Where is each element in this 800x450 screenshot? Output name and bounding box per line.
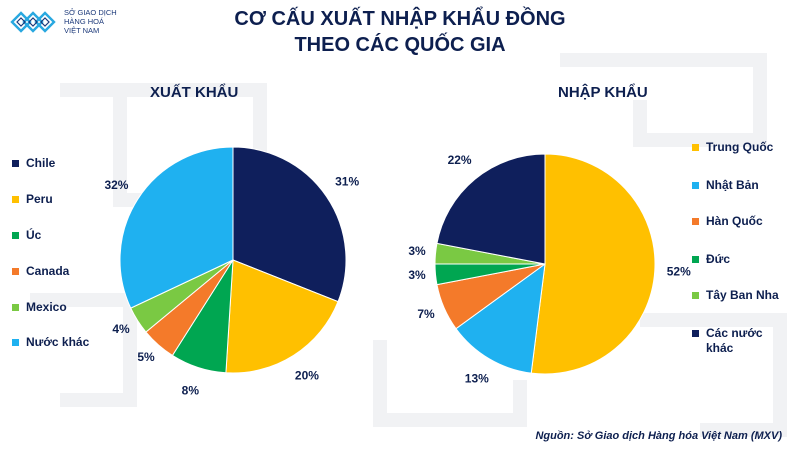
pie-data-label: 4% — [112, 322, 130, 336]
source-note: Nguồn: Sở Giao dịch Hàng hóa Việt Nam (M… — [535, 430, 782, 442]
legend-swatch — [692, 144, 699, 151]
legend-label: Peru — [26, 192, 53, 206]
legend-label: Chile — [26, 156, 56, 170]
export-chart-title: XUẤT KHẨU — [150, 84, 239, 101]
pie-slice — [232, 146, 347, 303]
pie-data-label: 13% — [465, 372, 489, 386]
legend-item: Peru — [12, 192, 53, 207]
legend-item: Chile — [12, 156, 55, 171]
legend-swatch — [692, 330, 699, 337]
legend-label: Tây Ban Nha — [706, 288, 779, 302]
legend-label: Canada — [26, 264, 70, 278]
legend-label: Đức — [706, 252, 731, 266]
pie-slice — [225, 259, 339, 374]
pie-data-label: 32% — [104, 178, 128, 192]
pie-data-label: 3% — [408, 268, 426, 282]
pie-slice — [119, 146, 234, 309]
legend-swatch — [12, 196, 19, 203]
legend-item: Các nước khác — [692, 326, 786, 356]
logo-text: SỞ GIAO DỊCH HÀNG HOÁ VIỆT NAM — [64, 8, 117, 35]
pie-slice — [436, 153, 546, 265]
import-pie-chart: 52% 13% 7% 3% 3% 22% — [408, 153, 691, 386]
legend-item: Mexico — [12, 300, 67, 315]
pie-data-label: 5% — [137, 350, 155, 364]
legend-label: Úc — [26, 228, 42, 242]
legend-item: Nhật Bản — [692, 178, 786, 193]
logo: SỞ GIAO DỊCH HÀNG HOÁ VIỆT NAM — [10, 8, 117, 35]
legend-item: Canada — [12, 264, 69, 279]
pie-data-label: 20% — [295, 369, 319, 383]
legend-swatch — [12, 339, 19, 346]
legend-label: Nhật Bản — [706, 178, 759, 192]
legend-swatch — [692, 292, 699, 299]
import-chart-title: NHẬP KHẨU — [558, 84, 648, 101]
legend-swatch — [12, 304, 19, 311]
page-title-line1: CƠ CẤU XUẤT NHẬP KHẨU ĐỒNG — [234, 8, 566, 30]
logo-icon — [10, 10, 56, 33]
legend-swatch — [692, 218, 699, 225]
legend-label: Trung Quốc — [706, 140, 774, 154]
legend-label: Hàn Quốc — [706, 214, 763, 228]
legend-item: Nước khác — [12, 335, 89, 350]
legend-swatch — [12, 232, 19, 239]
legend-label: Nước khác — [26, 335, 90, 349]
legend-item: Úc — [12, 228, 41, 243]
pie-data-label: 22% — [448, 153, 472, 167]
legend-item: Trung Quốc — [692, 140, 786, 155]
pie-slice — [455, 262, 546, 374]
pie-data-label: 8% — [182, 383, 200, 397]
page-title: CƠ CẤU XUẤT NHẬP KHẨU ĐỒNG THEO CÁC QUỐC… — [0, 6, 800, 58]
page-title-line2: THEO CÁC QUỐC GIA — [294, 34, 506, 56]
export-pie-chart: 31% 20% 8% 5% 4% 32% — [104, 146, 359, 397]
pie-data-label: 3% — [408, 244, 426, 258]
logo-line: SỞ GIAO DỊCH — [64, 8, 117, 17]
pie-data-label: 31% — [335, 175, 359, 189]
legend-item: Hàn Quốc — [692, 214, 786, 229]
pie-data-label: 52% — [667, 265, 691, 279]
logo-line: VIỆT NAM — [64, 26, 100, 35]
legend-swatch — [12, 268, 19, 275]
legend-swatch — [12, 160, 19, 167]
legend-item: Đức — [692, 252, 786, 267]
legend-swatch — [692, 256, 699, 263]
pie-data-label: 7% — [417, 307, 435, 321]
legend-item: Tây Ban Nha — [692, 288, 786, 303]
logo-line: HÀNG HOÁ — [64, 17, 105, 26]
legend-label: Mexico — [26, 300, 67, 314]
legend-label: Các nước khác — [706, 326, 763, 355]
pie-slice — [530, 153, 656, 375]
legend-swatch — [692, 182, 699, 189]
